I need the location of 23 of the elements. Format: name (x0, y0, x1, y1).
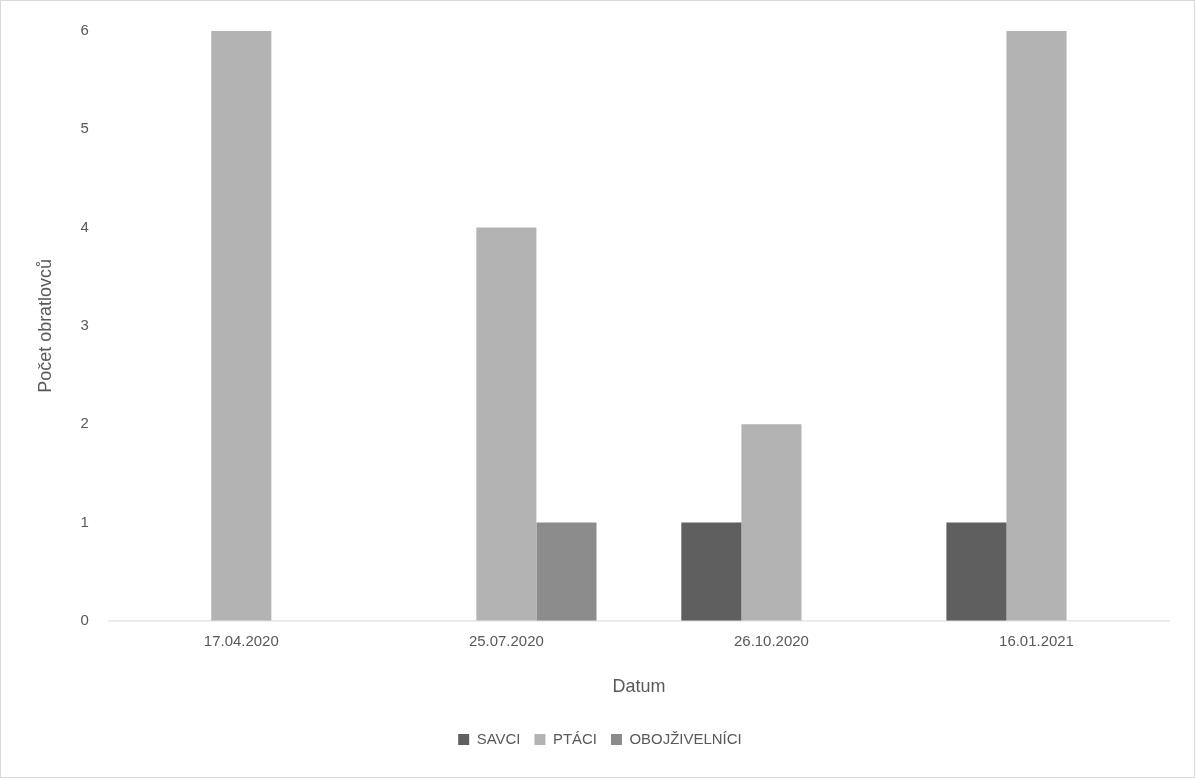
bar (946, 522, 1007, 621)
y-tick-label: 3 (80, 316, 89, 333)
y-tick-label: 1 (80, 512, 89, 530)
legend-label: SAVCI (476, 729, 521, 747)
bar (1006, 30, 1067, 621)
x-tick-label: 16.01.2021 (999, 631, 1074, 649)
y-tick-label: 6 (80, 21, 89, 39)
bar (741, 424, 802, 621)
legend-label: PTÁCI (552, 729, 597, 747)
x-tick-label: 17.04.2020 (203, 631, 279, 649)
bar (681, 522, 742, 621)
y-tick-label: 4 (80, 217, 89, 235)
bar (211, 30, 272, 621)
bar (536, 522, 597, 621)
legend-label: OBOJŽIVELNÍCI (629, 729, 742, 747)
y-tick-label: 2 (80, 414, 89, 432)
bar (476, 227, 537, 621)
x-tick-label: 26.10.2020 (734, 631, 809, 649)
y-tick-label: 5 (80, 119, 89, 137)
y-tick-label: 0 (80, 610, 89, 628)
y-axis-title: Počet obratlovců (34, 259, 55, 393)
x-tick-label: 25.07.2020 (468, 631, 544, 649)
x-axis-title: Datum (612, 676, 666, 697)
